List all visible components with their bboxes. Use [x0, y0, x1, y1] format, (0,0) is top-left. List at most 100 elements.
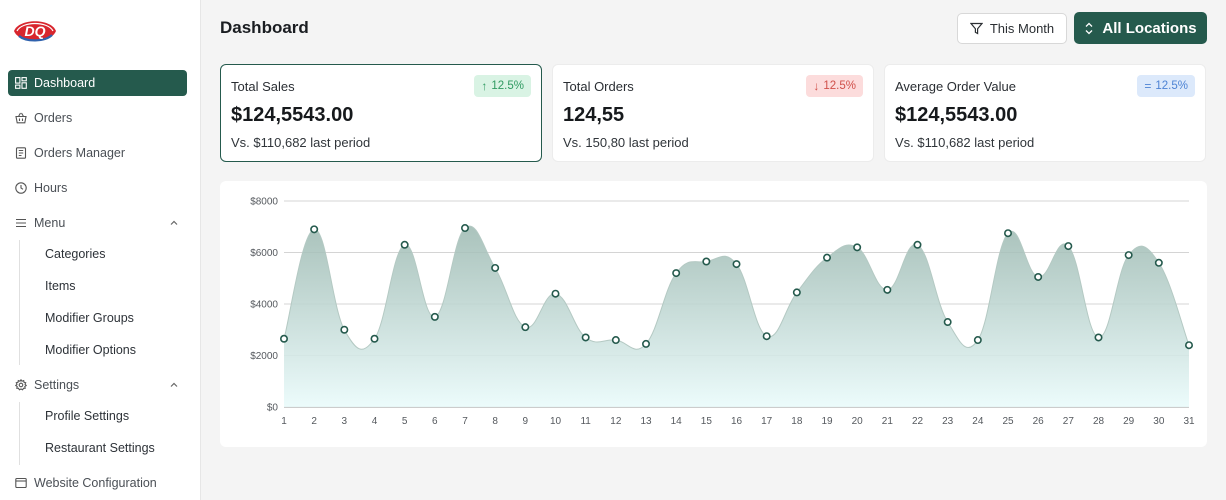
data-point[interactable] — [611, 336, 620, 345]
stat-card-total-sales[interactable]: Total Sales ↑ 12.5% $124,5543.00 Vs. $11… — [220, 64, 542, 162]
browser-icon — [15, 477, 27, 489]
x-tick-label: 19 — [821, 416, 833, 427]
data-point[interactable] — [340, 325, 349, 334]
trend-value: 12.5% — [1155, 80, 1188, 92]
x-tick-label: 4 — [372, 416, 378, 427]
stat-comparison: Vs. 150,80 last period — [563, 135, 689, 150]
data-point[interactable] — [1034, 272, 1043, 281]
y-tick-label: $2000 — [250, 351, 278, 362]
date-filter-button[interactable]: This Month — [957, 13, 1067, 44]
data-point[interactable] — [491, 263, 500, 272]
stat-card-total-orders[interactable]: Total Orders ↓ 12.5% 124,55 Vs. 150,80 l… — [552, 64, 874, 162]
x-tick-label: 17 — [761, 416, 773, 427]
data-point[interactable] — [883, 285, 892, 294]
data-point[interactable] — [702, 257, 711, 266]
data-point[interactable] — [1094, 333, 1103, 342]
location-selector-label: All Locations — [1102, 19, 1197, 37]
submenu-divider — [19, 402, 20, 465]
data-point[interactable] — [732, 260, 741, 269]
data-point[interactable] — [551, 289, 560, 298]
sidebar-item-orders-manager[interactable]: Orders Manager — [8, 140, 187, 166]
dq-logo[interactable]: DQ — [11, 14, 59, 48]
stat-label: Total Sales — [231, 79, 295, 94]
x-tick-label: 18 — [791, 416, 803, 427]
y-tick-label: $8000 — [250, 197, 278, 208]
submenu-item-modifier-options[interactable]: Modifier Options — [45, 343, 137, 357]
data-point[interactable] — [913, 240, 922, 249]
data-point[interactable] — [853, 243, 862, 252]
x-tick-label: 16 — [731, 416, 743, 427]
x-tick-label: 9 — [523, 416, 529, 427]
submenu-item-profile-settings[interactable]: Profile Settings — [45, 409, 130, 423]
stat-comparison: Vs. $110,682 last period — [231, 135, 371, 150]
stat-value: 124,55 — [563, 104, 625, 126]
data-point[interactable] — [461, 224, 470, 233]
x-tick-label: 31 — [1183, 416, 1195, 427]
submenu-item-restaurant-settings[interactable]: Restaurant Settings — [45, 441, 155, 455]
data-point[interactable] — [1124, 251, 1133, 260]
gear-icon — [15, 379, 27, 391]
basket-icon — [15, 112, 27, 124]
submenu-item-items[interactable]: Items — [45, 279, 76, 293]
data-point[interactable] — [641, 339, 650, 348]
sales-chart-card: $0 $2000 $4000 $6000 $8000 1 2 3 4 5 6 7 8 9 10 11 12 13 1… — [220, 181, 1207, 447]
y-tick-label: $0 — [267, 403, 279, 414]
x-tick-label: 1 — [281, 416, 287, 427]
data-point[interactable] — [400, 240, 409, 249]
data-point[interactable] — [370, 334, 379, 343]
sidebar-item-website-configuration[interactable]: Website Configuration — [8, 470, 187, 496]
trend-value: 12.5% — [491, 80, 524, 92]
data-point[interactable] — [310, 225, 319, 234]
x-tick-label: 7 — [462, 416, 468, 427]
data-point[interactable] — [1064, 242, 1073, 251]
x-tick-label: 24 — [972, 416, 984, 427]
x-tick-label: 8 — [492, 416, 498, 427]
stat-card-average-order-value[interactable]: Average Order Value = 12.5% $124,5543.00… — [884, 64, 1206, 162]
sidebar-item-orders[interactable]: Orders — [8, 105, 187, 131]
stat-label: Total Orders — [563, 79, 634, 94]
x-tick-label: 23 — [942, 416, 954, 427]
x-tick-label: 11 — [580, 416, 591, 427]
data-point[interactable] — [1003, 229, 1012, 238]
x-tick-label: 3 — [342, 416, 348, 427]
data-point[interactable] — [1184, 341, 1193, 350]
document-icon — [15, 147, 27, 159]
data-point[interactable] — [279, 334, 288, 343]
data-point[interactable] — [581, 333, 590, 342]
sidebar-item-dashboard[interactable]: Dashboard — [8, 70, 187, 96]
x-tick-label: 13 — [640, 416, 652, 427]
sidebar-item-label: Website Configuration — [34, 476, 157, 490]
sidebar-item-menu[interactable]: Menu — [8, 210, 187, 236]
sidebar-item-label: Orders Manager — [34, 146, 126, 160]
data-point[interactable] — [430, 312, 439, 321]
x-tick-label: 6 — [432, 416, 438, 427]
data-point[interactable] — [521, 323, 530, 332]
submenu-item-modifier-groups[interactable]: Modifier Groups — [45, 311, 134, 325]
location-selector-button[interactable]: All Locations — [1074, 12, 1207, 44]
x-tick-label: 15 — [701, 416, 713, 427]
sidebar-item-settings[interactable]: Settings — [8, 372, 187, 398]
trend-badge: ↑ 12.5% — [474, 75, 531, 97]
x-tick-label: 28 — [1093, 416, 1105, 427]
data-point[interactable] — [943, 318, 952, 327]
chevron-up-icon[interactable] — [169, 380, 179, 390]
data-point[interactable] — [792, 288, 801, 297]
chevron-up-icon[interactable] — [169, 218, 179, 228]
x-tick-label: 30 — [1153, 416, 1165, 427]
data-point[interactable] — [672, 269, 681, 278]
data-point[interactable] — [1154, 258, 1163, 267]
y-tick-label: $4000 — [250, 300, 278, 311]
x-tick-label: 14 — [671, 416, 683, 427]
x-tick-label: 2 — [311, 416, 317, 427]
data-point[interactable] — [973, 336, 982, 345]
stat-label: Average Order Value — [895, 79, 1016, 94]
submenu-item-categories[interactable]: Categories — [45, 247, 106, 261]
data-point[interactable] — [762, 332, 771, 341]
sidebar-item-hours[interactable]: Hours — [8, 175, 187, 201]
svg-text:DQ: DQ — [25, 23, 46, 39]
data-point[interactable] — [822, 253, 831, 262]
x-tick-label: 26 — [1033, 416, 1045, 427]
trend-badge: ↓ 12.5% — [806, 75, 863, 97]
equals-icon: = — [1144, 79, 1152, 93]
